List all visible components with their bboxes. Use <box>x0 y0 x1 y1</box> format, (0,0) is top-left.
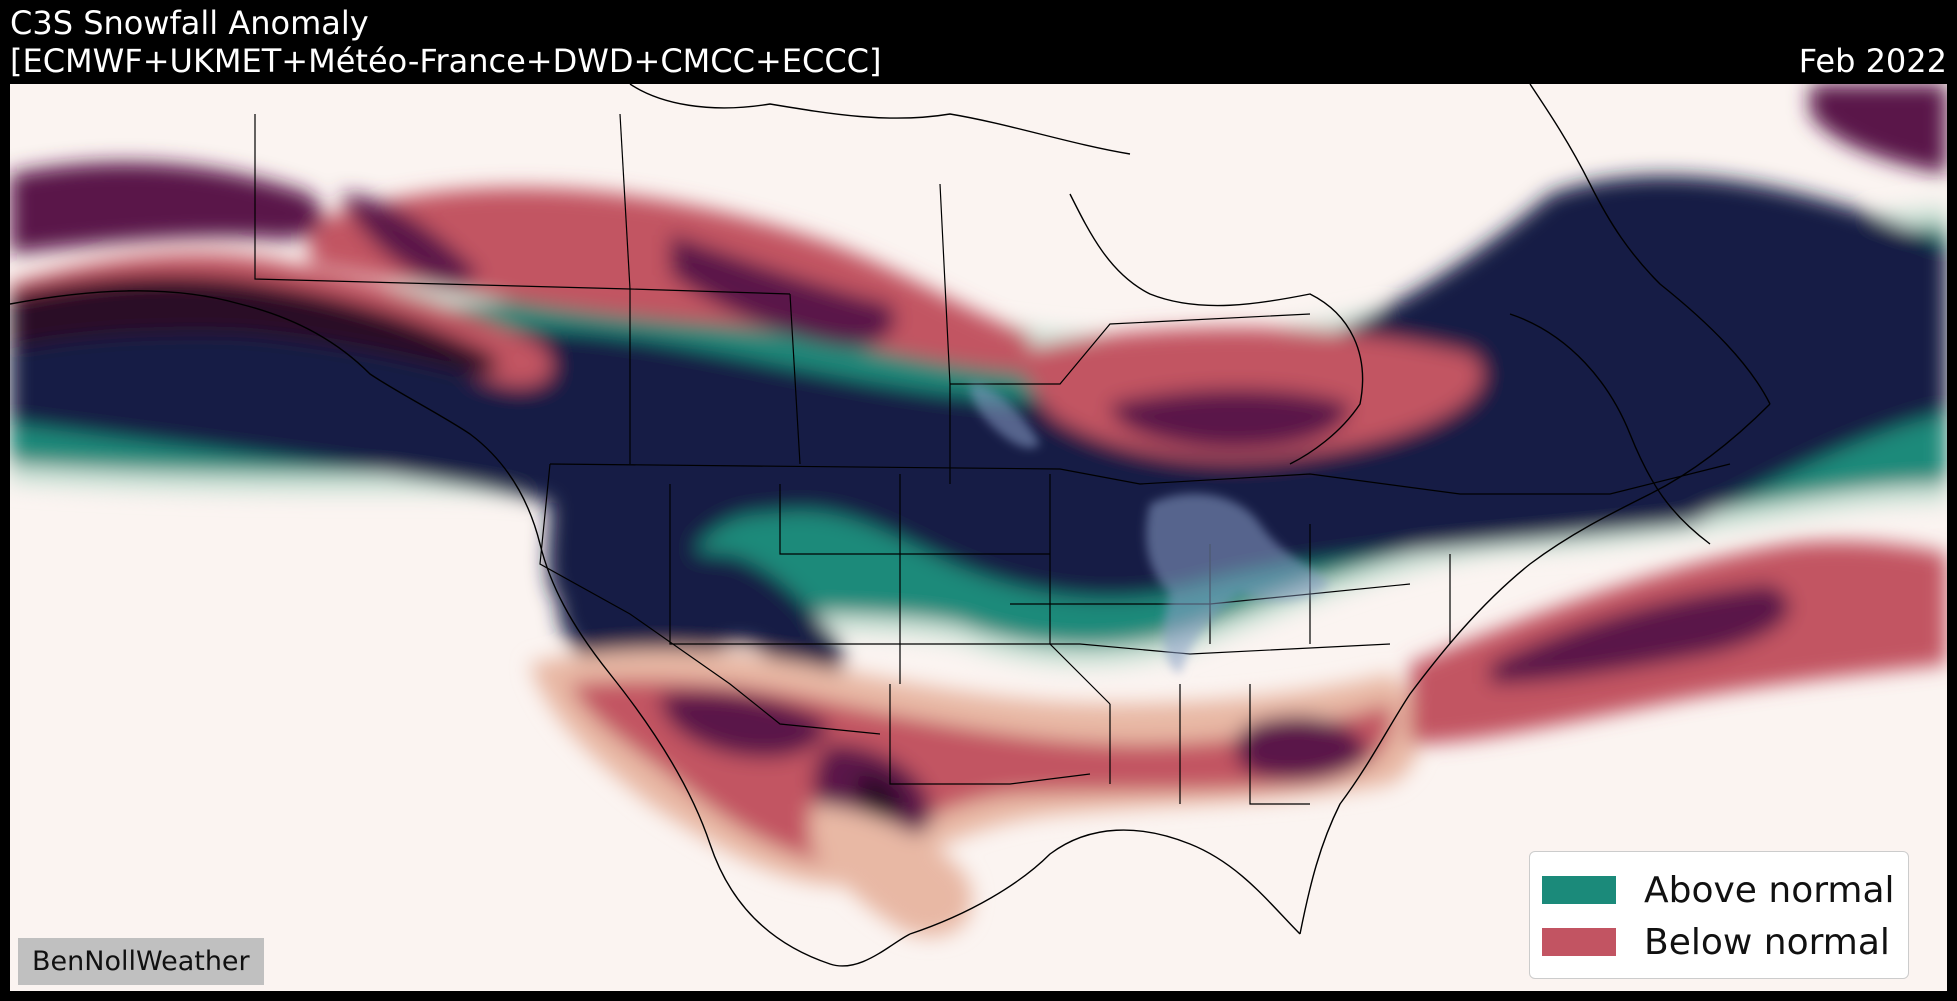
legend-item-below: Below normal <box>1542 916 1898 968</box>
watermark: BenNollWeather <box>18 938 264 985</box>
legend-label-above: Above normal <box>1644 869 1895 911</box>
header: C3S Snowfall Anomaly [ECMWF+UKMET+Météo-… <box>0 0 1957 84</box>
legend-swatch-below <box>1542 928 1616 956</box>
legend-item-above: Above normal <box>1542 864 1898 916</box>
legend-label-below: Below normal <box>1644 921 1890 963</box>
legend: Above normal Below normal <box>1529 851 1909 979</box>
map-title: C3S Snowfall Anomaly <box>10 4 369 42</box>
model-ensemble-label: [ECMWF+UKMET+Météo-France+DWD+CMCC+ECCC] <box>10 42 882 80</box>
map-canvas <box>10 84 1947 967</box>
anomaly-map <box>10 84 1947 991</box>
legend-swatch-above <box>1542 876 1616 904</box>
coastlines <box>10 84 1771 967</box>
great-lakes <box>970 384 1330 674</box>
anomaly-field <box>10 84 1947 937</box>
forecast-period: Feb 2022 <box>1798 42 1947 80</box>
